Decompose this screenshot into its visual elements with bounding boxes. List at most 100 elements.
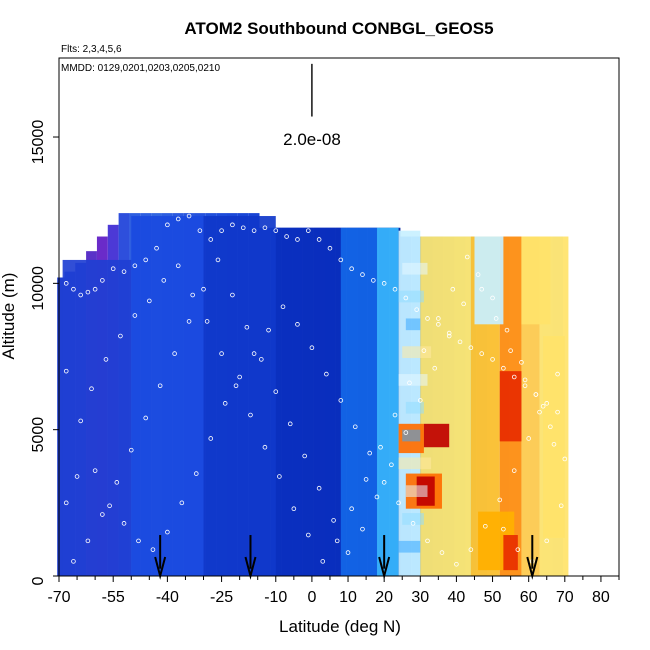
heat-texture-0 — [398, 540, 421, 553]
heat-band-18 — [503, 535, 518, 571]
obs-point-113 — [504, 327, 510, 333]
obs-point-148 — [493, 316, 499, 321]
obs-point-85 — [100, 512, 105, 517]
obs-point-63 — [280, 304, 286, 310]
obs-point-81 — [540, 403, 546, 409]
y-tick-label-3: 15000 — [30, 120, 47, 165]
obs-point-58 — [208, 436, 214, 441]
obs-point-122 — [118, 333, 123, 339]
heat-band-21 — [474, 236, 504, 325]
obs-point-87 — [128, 447, 134, 453]
obs-point-38 — [457, 339, 463, 345]
obs-point-107 — [417, 398, 423, 403]
y-tick-label-2: 10000 — [30, 266, 47, 311]
obs-point-19 — [251, 228, 257, 233]
obs-point-121 — [103, 357, 109, 362]
obs-point-4 — [92, 286, 98, 292]
x-tick-label-8: 30 — [411, 589, 429, 606]
obs-point-117 — [562, 456, 568, 462]
obs-point-18 — [240, 225, 246, 231]
obs-point-153 — [558, 503, 564, 509]
x-tick-label-2: -40 — [156, 589, 179, 606]
obs-point-54 — [150, 547, 156, 552]
obs-point-145 — [450, 286, 456, 292]
mmdd-text: MMDD: 0129,0201,0203,0205,0210 — [61, 63, 220, 74]
y-tick-label-1: 5000 — [30, 417, 47, 453]
obs-point-98 — [287, 421, 293, 427]
obs-point-102 — [345, 550, 351, 555]
heat-band-20 — [521, 236, 551, 325]
obs-point-144 — [436, 316, 441, 321]
obs-point-68 — [352, 424, 358, 430]
obs-point-134 — [291, 506, 297, 511]
obs-point-129 — [219, 351, 224, 356]
obs-point-21 — [273, 228, 279, 233]
obs-point-70 — [381, 480, 387, 485]
obs-point-13 — [186, 213, 192, 219]
obs-point-143 — [421, 348, 427, 353]
heat-band-0 — [62, 259, 132, 576]
obs-point-71 — [396, 500, 401, 506]
obs-point-52 — [121, 521, 127, 526]
heat-texture-6 — [398, 374, 428, 386]
heat-texture-8 — [405, 318, 421, 331]
obs-point-115 — [533, 392, 539, 397]
obs-point-96 — [259, 357, 264, 362]
obs-point-100 — [316, 485, 322, 491]
x-tick-label-13: 80 — [592, 589, 610, 606]
y-tick-label-0: 0 — [30, 576, 47, 585]
obs-point-49 — [78, 418, 83, 424]
obs-point-126 — [175, 263, 181, 269]
obs-point-74 — [439, 550, 445, 555]
x-tick-label-1: -55 — [102, 589, 125, 606]
obs-point-114 — [519, 360, 524, 365]
obs-point-57 — [193, 471, 199, 476]
obs-point-118 — [63, 500, 69, 506]
obs-point-67 — [338, 398, 344, 403]
x-tick-label-6: 10 — [339, 589, 357, 606]
obs-point-44 — [522, 383, 528, 389]
obs-point-33 — [403, 295, 409, 301]
x-tick-label-7: 20 — [375, 589, 393, 606]
heat-texture-3 — [398, 457, 432, 470]
obs-point-73 — [425, 538, 430, 544]
x-tick-label-11: 60 — [520, 589, 538, 606]
scale-bar-label: 2.0e-08 — [283, 130, 341, 149]
obs-point-141 — [392, 412, 398, 418]
obs-point-116 — [548, 424, 553, 430]
obs-point-41 — [490, 357, 495, 362]
obs-point-10 — [154, 245, 159, 251]
obs-point-43 — [511, 374, 517, 380]
obs-point-97 — [273, 389, 279, 394]
obs-point-142 — [407, 380, 412, 386]
heat-band-19 — [543, 336, 565, 538]
heat-texture-2 — [405, 485, 428, 497]
heat-texture-7 — [402, 346, 432, 358]
obs-point-60 — [237, 374, 242, 380]
obs-point-11 — [165, 222, 170, 228]
obs-point-72 — [410, 521, 416, 526]
obs-point-110 — [461, 301, 466, 307]
obs-point-27 — [338, 257, 344, 263]
obs-point-127 — [190, 292, 195, 298]
obs-point-111 — [475, 272, 481, 277]
obs-point-138 — [349, 506, 354, 511]
obs-point-156 — [515, 547, 521, 552]
obs-point-105 — [389, 462, 394, 468]
obs-point-124 — [147, 298, 152, 304]
obs-point-66 — [324, 371, 329, 377]
obs-point-132 — [262, 444, 268, 450]
obs-point-86 — [114, 480, 120, 485]
obs-point-25 — [316, 237, 322, 242]
obs-point-61 — [251, 351, 257, 356]
obs-point-3 — [85, 289, 91, 295]
obs-point-48 — [63, 368, 69, 374]
x-tick-label-0: -70 — [47, 589, 70, 606]
obs-point-56 — [179, 500, 185, 506]
obs-point-80 — [526, 436, 531, 441]
obs-point-139 — [363, 477, 369, 482]
obs-point-28 — [349, 266, 354, 272]
heat-texture-10 — [402, 262, 428, 275]
obs-point-101 — [331, 518, 336, 523]
